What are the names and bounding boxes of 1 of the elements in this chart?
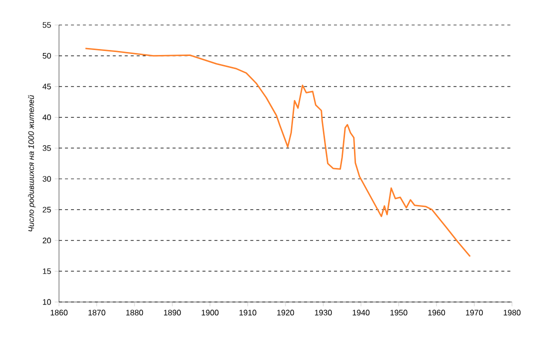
line-series	[84, 48, 471, 258]
